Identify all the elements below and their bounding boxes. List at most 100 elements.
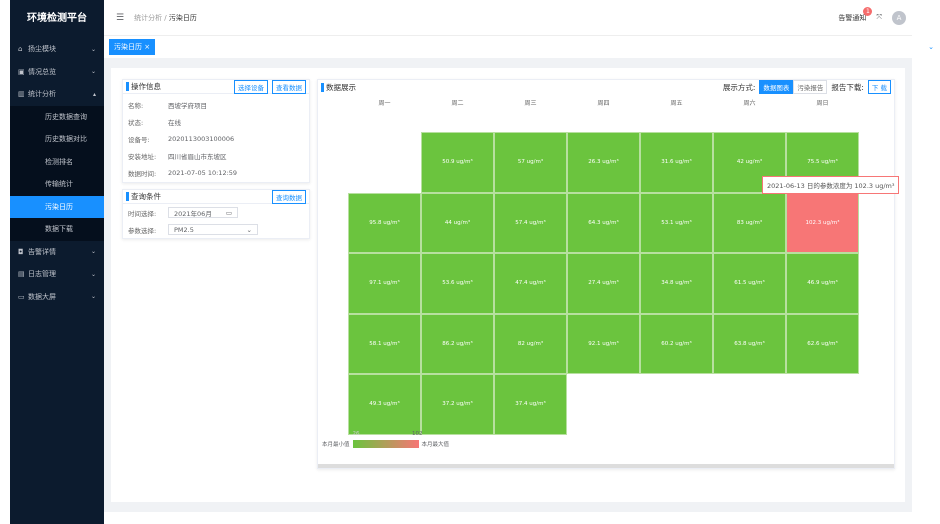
calendar-day-cell[interactable]: 83 ug/m³ xyxy=(713,192,786,253)
sidebar-item-label: 日志管理 xyxy=(28,270,56,279)
info-key: 状态: xyxy=(128,118,144,127)
info-value: 在线 xyxy=(168,118,181,127)
calendar-day-cell[interactable]: 49.3 ug/m³ xyxy=(348,374,421,435)
close-icon[interactable]: × xyxy=(144,43,151,51)
calendar-day-cell[interactable]: 26.3 ug/m³ xyxy=(567,132,640,193)
sidebar-subitem[interactable]: 数据下载 xyxy=(45,225,73,234)
sidebar: 环境检测平台 ⌂ 扬尘模块 ⌄ ▣ 情况总览 ⌄ ▥ 统计分析 ▴ 历史数据查询 历史数据对比 检测排… xyxy=(10,0,104,524)
select-device-button[interactable]: 选择设备 xyxy=(234,79,268,94)
info-row: 名称: 西坡学府项目 xyxy=(123,96,309,113)
legend-gradient-slider[interactable]: 26 102 xyxy=(352,431,423,448)
sidebar-item[interactable]: ▣ 情况总览 ⌄ xyxy=(10,61,104,84)
calendar-day-cell[interactable]: 95.8 ug/m³ xyxy=(348,192,421,253)
chevron-up-icon: ▴ xyxy=(92,90,96,98)
calendar-day-cell[interactable]: 34.8 ug/m³ xyxy=(640,253,713,314)
calendar-day-cell[interactable]: 64.3 ug/m³ xyxy=(567,192,640,253)
horizontal-scrollbar[interactable] xyxy=(318,464,894,468)
calendar-day-cell[interactable]: 46.9 ug/m³ xyxy=(786,253,859,314)
calendar-day-cell[interactable]: 31.6 ug/m³ xyxy=(640,132,713,193)
param-value: PM2.5 xyxy=(174,225,194,234)
info-value: 四川省眉山市东坡区 xyxy=(168,152,227,161)
info-row: 状态: 在线 xyxy=(123,113,309,130)
document-icon: ▤ xyxy=(18,270,25,279)
month-value: 2021年06月 xyxy=(174,209,212,218)
calendar-day-cell[interactable]: 82 ug/m³ xyxy=(494,313,567,374)
calendar-day-cell[interactable]: 63.8 ug/m³ xyxy=(713,313,786,374)
sidebar-item[interactable]: ◘ 告警详情 ⌄ xyxy=(10,241,104,264)
info-key: 安装地址: xyxy=(128,152,157,161)
download-button[interactable]: 下 载 xyxy=(867,80,891,94)
chevron-down-icon: ⌄ xyxy=(90,293,96,301)
sidebar-item[interactable]: ▥ 统计分析 ▴ xyxy=(10,83,104,106)
query-data-button[interactable]: 查询数据 xyxy=(272,189,306,204)
calendar-day-cell[interactable]: 58.1 ug/m³ xyxy=(348,313,421,374)
chevron-down-icon: ⌄ xyxy=(90,68,96,76)
info-title: 操作信息 xyxy=(131,82,161,91)
weekday-label: 周六 xyxy=(743,100,756,107)
weekday-label: 周二 xyxy=(451,100,464,107)
calendar-day-cell[interactable]: 27.4 ug/m³ xyxy=(567,253,640,314)
chevron-down-icon: ⌄ xyxy=(90,45,96,53)
legend-min-label: 本月最小值 xyxy=(322,442,350,448)
sidebar-item[interactable]: ▤ 日志管理 ⌄ xyxy=(10,263,104,286)
calendar-day-cell[interactable]: 37.4 ug/m³ xyxy=(494,374,567,435)
weekday-label: 周日 xyxy=(816,100,829,107)
sidebar-subitem[interactable]: 检测排名 xyxy=(45,157,73,166)
param-select[interactable]: PM2.5 ⌄ xyxy=(168,224,258,235)
breadcrumb-item[interactable]: 统计分析 xyxy=(134,13,163,22)
info-value: 2020113003100006 xyxy=(168,134,235,143)
sidebar-subitem[interactable]: 污染日历 xyxy=(10,195,104,218)
query-card: 查询条件 查询数据 时间选择: 2021年06月 ▭ 参数选择: PM2.5 ⌄ xyxy=(122,189,310,239)
calendar-icon: ▭ xyxy=(225,208,232,217)
chevron-down-icon[interactable]: ⌄ xyxy=(928,43,934,51)
calendar-day-cell[interactable]: 50.9 ug/m³ xyxy=(421,132,494,193)
sidebar-subitem[interactable]: 历史数据对比 xyxy=(45,135,87,144)
sidebar-item[interactable]: ▭ 数据大屏 ⌄ xyxy=(10,286,104,309)
calendar-day-cell[interactable]: 37.2 ug/m³ xyxy=(421,374,494,435)
fullscreen-icon[interactable]: ⤧ xyxy=(876,13,882,21)
calendar-day-cell[interactable]: 47.4 ug/m³ xyxy=(494,253,567,314)
avatar[interactable]: A xyxy=(892,10,906,25)
content-area: 操作信息 选择设备 查看数据 名称: 西坡学府项目状态: 在线设备号: 2020113… xyxy=(104,58,912,512)
app-logo: 环境检测平台 xyxy=(27,13,87,24)
tab-pollution-calendar[interactable]: 污染日历 × xyxy=(109,39,156,55)
calendar-day-cell[interactable]: 60.2 ug/m³ xyxy=(640,313,713,374)
sidebar-item-label: 情况总览 xyxy=(28,67,56,76)
notice-button[interactable]: 告警通知 1 xyxy=(838,6,873,23)
calendar-day-cell[interactable]: 61.5 ug/m³ xyxy=(713,253,786,314)
menu-toggle-icon[interactable]: ☰ xyxy=(116,12,125,23)
info-key: 设备号: xyxy=(128,135,150,144)
display-card: 数据展示 展示方式: 数据图表 污染报告 报告下载: 下 载 周一 周二 周三 周四 周… xyxy=(317,79,900,469)
calendar-day-cell[interactable]: 53.6 ug/m³ xyxy=(421,253,494,314)
notice-badge: 1 xyxy=(863,6,873,16)
info-row: 安装地址: 四川省眉山市东坡区 xyxy=(123,147,309,164)
calendar-day-cell[interactable]: 97.1 ug/m³ xyxy=(348,253,421,314)
sidebar-subitem[interactable]: 传输统计 xyxy=(45,180,73,189)
view-data-button[interactable]: 查看数据 xyxy=(272,79,306,94)
info-key: 名称: xyxy=(128,101,144,110)
weekday-label: 周四 xyxy=(597,100,610,107)
calendar-day-cell[interactable]: 57.4 ug/m³ xyxy=(494,192,567,253)
mode-report-button[interactable]: 污染报告 xyxy=(793,80,828,94)
calendar-day-cell[interactable]: 44 ug/m³ xyxy=(421,192,494,253)
breadcrumb: 统计分析 / 污染日历 xyxy=(134,13,197,22)
tab-bar: 污染日历 × ⌄ xyxy=(104,36,934,58)
chevron-down-icon: ⌄ xyxy=(90,270,96,278)
main-panel: 操作信息 选择设备 查看数据 名称: 西坡学府项目状态: 在线设备号: 2020113… xyxy=(111,68,905,502)
chevron-down-icon: ⌄ xyxy=(246,225,252,234)
calendar-day-cell[interactable]: 102.3 ug/m³ xyxy=(786,192,859,253)
calendar-day-cell[interactable]: 92.1 ug/m³ xyxy=(567,313,640,374)
calendar-day-cell[interactable]: 62.6 ug/m³ xyxy=(786,313,859,374)
info-card: 操作信息 选择设备 查看数据 名称: 西坡学府项目状态: 在线设备号: 2020113… xyxy=(122,79,310,183)
calendar-day-cell[interactable]: 57 ug/m³ xyxy=(494,132,567,193)
weekday-label: 周五 xyxy=(670,100,683,107)
month-picker[interactable]: 2021年06月 ▭ xyxy=(168,207,238,218)
sidebar-subitem[interactable]: 历史数据查询 xyxy=(45,112,87,121)
screen-icon: ▭ xyxy=(18,292,25,301)
info-value: 西坡学府项目 xyxy=(168,101,207,110)
sidebar-item[interactable]: ⌂ 扬尘模块 ⌄ xyxy=(10,38,104,61)
calendar-day-cell[interactable]: 53.1 ug/m³ xyxy=(640,192,713,253)
mode-chart-button[interactable]: 数据图表 xyxy=(759,80,794,94)
legend-max-value: 102 xyxy=(412,431,423,437)
calendar-day-cell[interactable]: 86.2 ug/m³ xyxy=(421,313,494,374)
